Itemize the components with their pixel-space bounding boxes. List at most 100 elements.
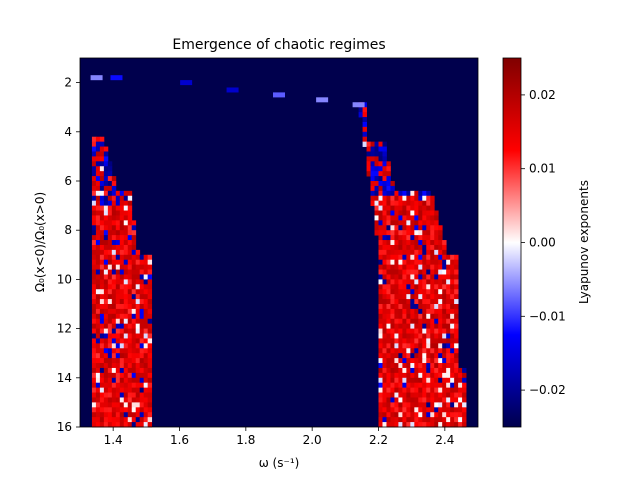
heatmap-cell [139, 397, 145, 403]
heatmap-cell [386, 382, 391, 389]
heatmap-cell [382, 151, 387, 157]
heatmap-cell [382, 363, 387, 369]
heatmap-cell [91, 279, 97, 285]
heatmap-cell [426, 235, 431, 241]
heatmap-cell [442, 353, 447, 359]
heatmap-cell [454, 392, 459, 398]
heatmap-cell [374, 220, 379, 226]
heatmap-cell [438, 244, 443, 251]
heatmap-cell [111, 240, 117, 246]
heatmap-cell [131, 264, 137, 270]
heatmap-cell [139, 348, 145, 354]
heatmap-cell [147, 313, 153, 320]
heatmap-cell [147, 289, 153, 295]
heatmap-cell [107, 259, 113, 266]
heatmap-cell [398, 190, 403, 197]
heatmap-cell [398, 195, 403, 202]
heatmap-cell [115, 225, 121, 231]
heatmap-cell [390, 412, 395, 418]
heatmap-cell [91, 230, 97, 236]
heatmap-cell [119, 382, 125, 389]
heatmap-cell [398, 264, 403, 270]
heatmap-cell [103, 259, 109, 266]
heatmap-cell [430, 284, 435, 290]
heatmap-cell [426, 397, 431, 403]
heatmap-cell [111, 244, 117, 251]
heatmap-cell [418, 195, 423, 202]
heatmap-cell [410, 269, 415, 275]
heatmap-cell [95, 235, 101, 241]
heatmap-cell [99, 161, 105, 167]
heatmap-cell [147, 353, 153, 359]
heatmap-cell [398, 235, 403, 241]
heatmap-cell [430, 195, 435, 202]
heatmap-cell [434, 363, 439, 369]
heatmap-cell [386, 328, 391, 334]
heatmap-cell [446, 279, 451, 285]
heatmap-cell [123, 284, 129, 290]
heatmap-cell [414, 230, 419, 236]
heatmap-cell [414, 422, 419, 428]
heatmap-cell [139, 412, 145, 418]
heatmap-cell [366, 171, 371, 177]
heatmap-cell [111, 377, 117, 384]
heatmap-cell [394, 402, 399, 408]
heatmap-cell [119, 392, 125, 398]
colorbar-tick-label: 0.02 [529, 88, 556, 102]
heatmap-cell [147, 397, 153, 403]
heatmap-cell [139, 343, 145, 349]
heatmap-cell [406, 190, 411, 197]
heatmap-cell [135, 323, 141, 329]
heatmap-cell [398, 372, 403, 379]
heatmap-cell [402, 284, 407, 290]
heatmap-cell [410, 358, 415, 364]
heatmap-cell [131, 249, 137, 256]
heatmap-cell [131, 284, 137, 290]
heatmap-cell [374, 146, 379, 152]
heatmap-cell [402, 289, 407, 295]
heatmap-cell [147, 259, 153, 266]
heatmap-cell [402, 299, 407, 305]
heatmap-cell [426, 377, 431, 384]
heatmap-cell [378, 146, 383, 152]
heatmap-cell [127, 240, 133, 246]
heatmap-cell [402, 348, 407, 354]
heatmap-cell [131, 244, 137, 251]
heatmap-cell [450, 402, 455, 408]
heatmap-cell [386, 417, 391, 423]
heatmap-cell [378, 299, 383, 305]
heatmap-cell [406, 240, 411, 246]
heatmap-cell [434, 225, 439, 231]
heatmap-cell [95, 210, 101, 216]
heatmap-cell [394, 417, 399, 423]
heatmap-cell [398, 338, 403, 344]
heatmap-cell [406, 200, 411, 206]
heatmap-cell [123, 348, 129, 354]
heatmap-cell [103, 392, 109, 398]
heatmap-cell [430, 397, 435, 403]
heatmap-cell [115, 289, 121, 295]
heatmap-cell [394, 323, 399, 329]
heatmap-cell [139, 284, 145, 290]
heatmap-cell [418, 382, 423, 389]
heatmap-cell [111, 343, 117, 349]
heatmap-cell [398, 377, 403, 384]
heatmap-cell [418, 244, 423, 251]
heatmap-cell [119, 402, 125, 408]
heatmap-cell [119, 200, 125, 206]
heatmap-cell [430, 422, 435, 428]
heatmap-cell [123, 402, 129, 408]
heatmap-cell [91, 156, 97, 162]
heatmap-cell [99, 205, 105, 211]
heatmap-cell [414, 338, 419, 344]
heatmap-cell [91, 254, 97, 261]
heatmap-cell [398, 205, 403, 211]
heatmap-cell [111, 397, 117, 403]
heatmap-cell [143, 412, 149, 418]
heatmap-cell [454, 289, 459, 295]
heatmap-cell [434, 343, 439, 349]
heatmap-cell [410, 333, 415, 339]
heatmap-cell [438, 304, 443, 310]
heatmap-cell [127, 279, 133, 285]
heatmap-cell [370, 161, 375, 167]
